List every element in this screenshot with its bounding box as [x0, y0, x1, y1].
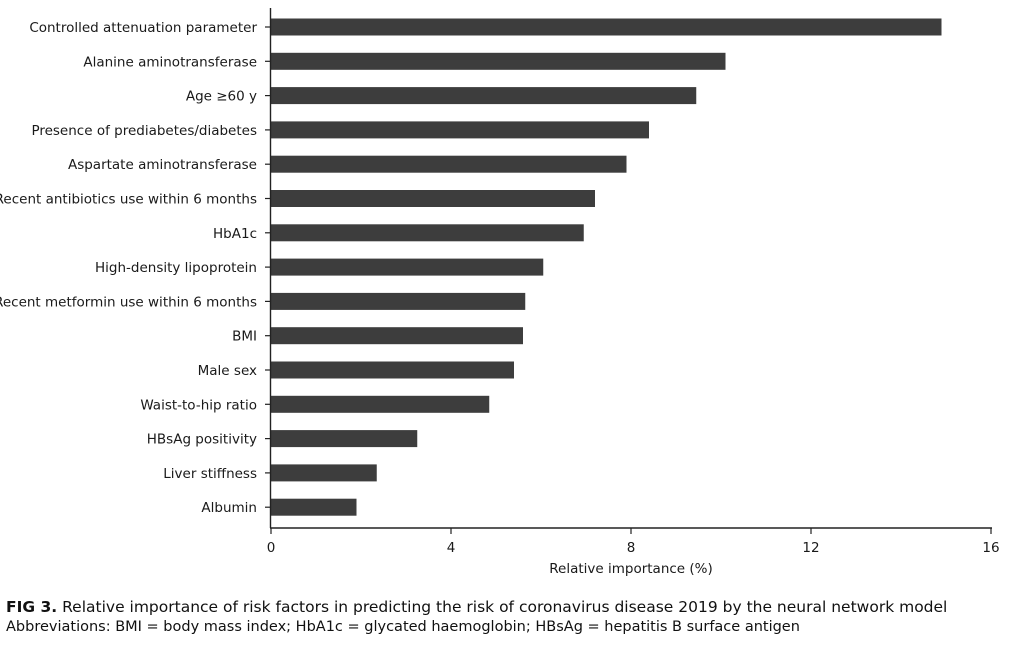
caption-abbreviations: Abbreviations: BMI = body mass index; Hb…	[6, 619, 800, 635]
bar	[271, 395, 490, 413]
category-label: HbA1c	[213, 226, 257, 242]
x-tick-label: 16	[982, 540, 999, 556]
bar	[271, 361, 514, 379]
category-label: HBsAg positivity	[147, 432, 257, 448]
bar	[271, 327, 523, 345]
category-label: Aspartate aminotransferase	[68, 157, 257, 173]
bar	[271, 498, 357, 516]
caption-title-line: FIG 3. Relative importance of risk facto…	[6, 597, 1006, 617]
x-tick-label: 0	[267, 540, 276, 556]
bar	[271, 18, 942, 36]
caption-title: Relative importance of risk factors in p…	[62, 598, 948, 616]
bars-layer	[271, 18, 942, 516]
category-label: Alanine aminotransferase	[83, 54, 257, 70]
x-tick-label: 8	[627, 540, 636, 556]
chart-canvas: Controlled attenuation parameter Alanine …	[0, 8, 1000, 577]
figure-caption: FIG 3. Relative importance of risk facto…	[6, 597, 1006, 637]
category-label: BMI	[232, 329, 257, 345]
bar-chart: Controlled attenuation parameter Alanine …	[0, 8, 1000, 577]
bar	[271, 52, 726, 70]
bar	[271, 464, 377, 482]
x-tick-label: 12	[802, 540, 819, 556]
caption-figure-label: FIG 3.	[6, 598, 58, 616]
category-label: High-density lipoprotein	[95, 260, 257, 276]
category-label: Presence of prediabetes/diabetes	[31, 123, 257, 139]
bar	[271, 224, 584, 242]
category-label: Liver stiffness	[163, 466, 257, 482]
category-label: Age ≥60 y	[186, 89, 257, 105]
bar	[271, 155, 627, 173]
category-label: Male sex	[198, 363, 257, 379]
bar	[271, 121, 649, 139]
category-label: Waist-to-hip ratio	[140, 397, 257, 413]
category-label: Recent metformin use within 6 months	[0, 294, 257, 310]
bar	[271, 190, 595, 207]
labels-layer: Controlled attenuation parameter Alanine …	[0, 20, 1000, 577]
category-label: Controlled attenuation parameter	[29, 20, 257, 36]
category-label: Recent antibiotics use within 6 months	[0, 192, 257, 208]
bar	[271, 430, 418, 448]
bar	[271, 258, 544, 276]
axes-layer	[265, 8, 992, 534]
x-tick-label: 4	[447, 540, 456, 556]
x-axis-title: Relative importance (%)	[549, 561, 713, 577]
bar	[271, 292, 526, 310]
bar	[271, 87, 697, 105]
category-label: Albumin	[201, 500, 257, 516]
